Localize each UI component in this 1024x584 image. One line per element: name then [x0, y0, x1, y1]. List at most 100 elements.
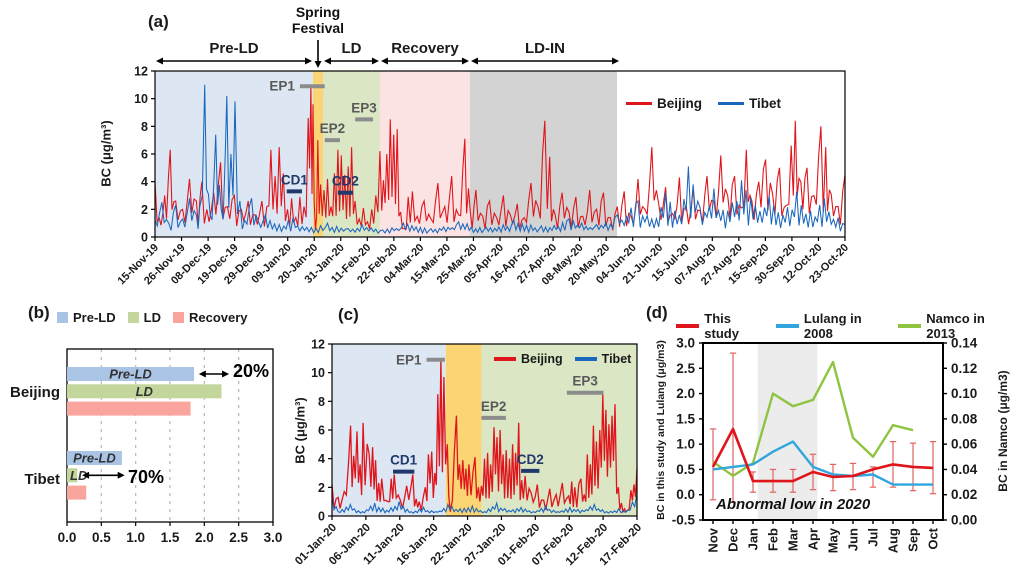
tibet-reduction-annotation: 70% [128, 467, 165, 487]
beijing-line-swatch [494, 357, 516, 361]
panel-b-x-tick-label: 1.0 [126, 530, 145, 545]
panel-d-right-tick-label: 0.00 [951, 513, 977, 528]
panel-c-cd1-label: CD1 [390, 453, 417, 468]
panel-d-right-axis-title: BC in Namco (μg/m3) [996, 370, 1010, 492]
reduction-arrow-head-left [82, 471, 90, 479]
winter-band [757, 343, 818, 520]
panel-c-region-0 [332, 344, 446, 516]
panel-c-label: (c) [338, 305, 359, 324]
panel-a-y-tick-label: 4 [141, 175, 148, 189]
lulang-line [712, 440, 933, 486]
legend-item-tibet: Tibet [718, 96, 781, 111]
panel-a-y-tick-label: 0 [141, 231, 148, 245]
panel-d-month-label: Jul [866, 528, 881, 547]
panel-d-left-tick-label: -0.5 [672, 513, 696, 528]
legend-label-beijing-c: Beijing [521, 352, 563, 366]
namco-line-swatch [897, 324, 922, 328]
panel-a-y-tick-label: 6 [141, 148, 148, 162]
panel-d-right-tick-label: 0.12 [951, 361, 977, 376]
legend-label-this-study: This study [704, 311, 739, 341]
tibet-line-swatch [574, 357, 597, 361]
panel-a-ep2-label: EP2 [320, 121, 346, 136]
legend-item-this-study: This study [676, 311, 763, 341]
panel-c-cd2-label: CD2 [517, 452, 544, 467]
panel-d-month-label: May [826, 527, 841, 553]
period-arrow-pre-ld-head-left [156, 57, 163, 65]
panel-c-y-tick-label: 0 [318, 510, 325, 524]
panel-a-cd1-label: CD1 [281, 172, 308, 187]
panel-c-y-tick-label: 2 [318, 481, 325, 495]
panel-b-x-tick-label: 1.5 [161, 530, 180, 545]
panel-d-month-label: Dec [726, 528, 741, 552]
panel-d-right-tick-label: 0.04 [951, 462, 978, 477]
spring-festival-label: Spring Festival [291, 4, 345, 36]
ld-swatch [127, 312, 139, 323]
legend-item-pre-ld: Pre-LD [57, 310, 116, 325]
legend-label-tibet-c: Tibet [601, 352, 632, 366]
panel-d-legend: This study Lulang in 2008 Namco in 2013 [676, 311, 1024, 341]
period-arrow-ld-in-head-right [612, 57, 620, 65]
period-arrow-ld-head-right [371, 57, 379, 65]
bar-tibet-recovery [67, 485, 87, 500]
panel-a-legend: Beijing Tibet [626, 96, 797, 111]
legend-item-ld: LD [127, 310, 161, 325]
panel-c-legend: Beijing Tibet [494, 352, 647, 366]
panel-d-left-tick-label: 3.0 [676, 336, 695, 351]
bar-beijing-recovery [67, 401, 191, 416]
panel-d-month-label: Nov [706, 527, 721, 552]
panel-b-label: (b) [28, 303, 50, 322]
panel-d-month-label: Feb [766, 528, 781, 551]
period-arrow-ld-head-left [324, 57, 332, 65]
panel-d-month-label: Mar [786, 528, 801, 551]
bar-beijing-ld [67, 384, 222, 399]
panel-b-legend: Pre-LD LD Recovery [57, 310, 264, 325]
panel-c-y-tick-label: 4 [318, 452, 325, 466]
reduction-arrow-head-right [222, 370, 230, 378]
panel-d-left-tick-label: 2.5 [676, 361, 695, 376]
legend-label-recovery: Recovery [188, 310, 248, 325]
category-label-beijing: Beijing [10, 384, 60, 401]
legend-item-namco: Namco in 2013 [897, 311, 1008, 341]
panel-b-x-tick-label: 0.5 [92, 530, 111, 545]
panel-a-cd2-label: CD2 [332, 174, 359, 189]
panel-a-y-tick-label: 12 [134, 65, 148, 79]
panel-c-ep2-label: EP2 [481, 399, 507, 414]
period-label-pre-ld: Pre-LD [209, 40, 258, 57]
panel-c-y-tick-label: 12 [311, 338, 325, 352]
legend-label-beijing: Beijing [657, 96, 703, 111]
recovery-swatch [172, 312, 184, 323]
tibet-line-swatch [718, 101, 745, 106]
panel-c-ep1-label: EP1 [396, 352, 422, 367]
panel-a-ep3-label: EP3 [351, 100, 377, 115]
panel-b-x-tick-label: 2.5 [229, 530, 248, 545]
legend-label-namco: Namco in 2013 [926, 311, 985, 341]
legend-item-lulang: Lulang in 2008 [775, 311, 885, 341]
panel-c-y-tick-label: 8 [318, 395, 325, 409]
legend-item-tibet-c: Tibet [574, 352, 632, 366]
panel-d-left-tick-label: 0.0 [676, 487, 695, 502]
bar-label: Pre-LD [109, 367, 152, 382]
panel-d-left-tick-label: 2.0 [676, 386, 695, 401]
bar-label: LD [136, 384, 154, 399]
legend-label-ld: LD [143, 310, 161, 325]
legend-item-beijing-c: Beijing [494, 352, 563, 366]
panel-d-right-tick-label: 0.10 [951, 386, 977, 401]
category-label-tibet: Tibet [24, 471, 60, 488]
this-study-line [711, 427, 934, 483]
bar-label: LD [70, 468, 88, 483]
panel-a-label: (a) [148, 12, 169, 31]
period-label-ld-in: LD-IN [525, 40, 565, 57]
panel-a-y-axis-title: BC (μg/m³) [98, 120, 114, 187]
period-arrow-pre-ld-head-right [305, 57, 313, 65]
panel-c-ep3-label: EP3 [572, 374, 598, 389]
this-study-line-swatch [676, 324, 700, 328]
panel-d-left-tick-label: 0.5 [676, 462, 695, 477]
panel-d-frame [702, 342, 944, 521]
panel-d-month-label: Aug [886, 528, 901, 553]
panel-d-left-tick-label: 1.5 [676, 411, 695, 426]
legend-label-pre-ld: Pre-LD [73, 310, 116, 325]
region-ld-in [469, 71, 618, 237]
reduction-arrow-head-right [117, 471, 125, 479]
period-arrow-recovery-head-left [380, 57, 388, 65]
